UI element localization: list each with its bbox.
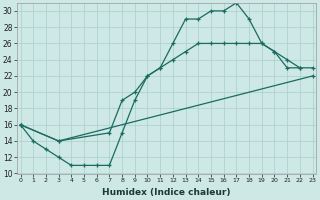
X-axis label: Humidex (Indice chaleur): Humidex (Indice chaleur) bbox=[102, 188, 231, 197]
